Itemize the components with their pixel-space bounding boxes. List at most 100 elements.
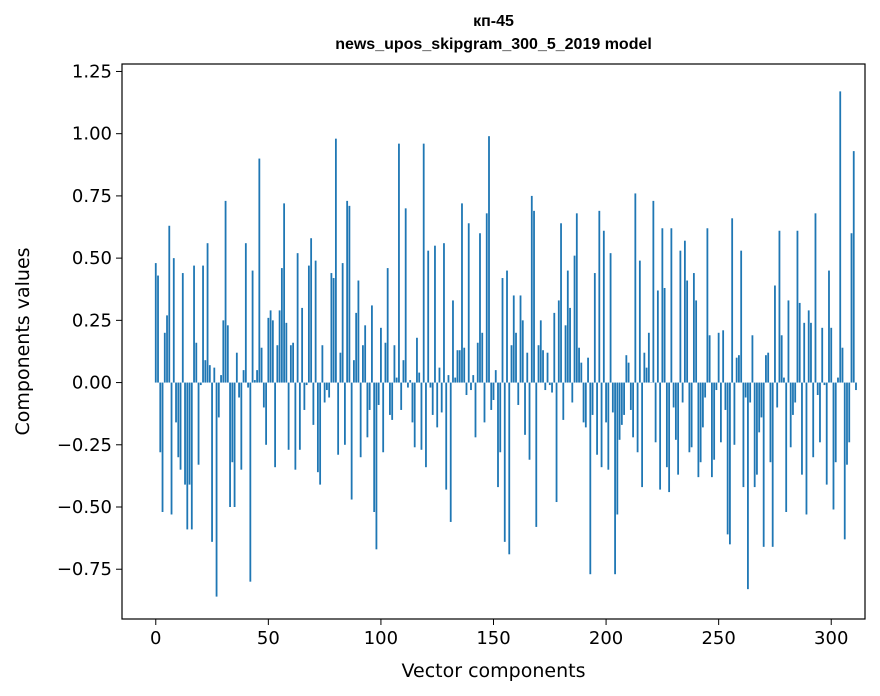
bar	[409, 380, 412, 383]
bar	[571, 382, 574, 403]
bar	[823, 382, 826, 386]
bar	[222, 320, 225, 383]
bar	[229, 382, 231, 508]
bar	[555, 382, 558, 503]
bar	[526, 352, 529, 383]
bar	[517, 382, 520, 405]
bar	[249, 382, 252, 582]
bar	[420, 382, 423, 450]
bar	[722, 330, 725, 383]
bar	[159, 382, 162, 453]
bar	[627, 362, 630, 383]
bar	[226, 325, 229, 383]
bar	[332, 278, 335, 383]
bar	[744, 382, 747, 398]
chart-title: кп-45	[473, 13, 514, 30]
bar	[244, 243, 247, 383]
bar	[551, 382, 553, 393]
bar	[341, 263, 344, 383]
bar	[717, 332, 720, 383]
bar	[605, 382, 607, 423]
bar	[364, 325, 367, 383]
bar	[656, 290, 659, 383]
bar	[544, 382, 547, 391]
bar	[521, 320, 524, 383]
bar	[425, 382, 427, 468]
y-tick-label: −0.50	[57, 497, 112, 518]
bar	[181, 273, 184, 383]
bar	[695, 300, 698, 383]
bar	[470, 382, 472, 391]
bar	[557, 300, 560, 383]
bar	[634, 193, 637, 383]
bar	[481, 332, 484, 383]
bar	[328, 382, 331, 398]
bar	[753, 382, 756, 488]
bar	[643, 352, 646, 383]
bar	[479, 233, 481, 383]
bar	[316, 382, 319, 473]
bar	[828, 270, 830, 383]
bar	[814, 213, 817, 383]
bar	[265, 382, 267, 445]
bar	[373, 382, 376, 512]
bar	[683, 240, 686, 383]
bar	[681, 382, 684, 403]
bar	[708, 335, 711, 383]
x-tick-label: 300	[814, 628, 848, 649]
bar	[472, 375, 475, 383]
bar	[184, 382, 186, 485]
bar	[321, 345, 324, 383]
bar	[436, 382, 439, 428]
bar	[305, 382, 308, 386]
bar	[280, 268, 283, 383]
bar	[438, 367, 441, 383]
bar	[807, 310, 810, 383]
bar	[186, 382, 189, 530]
bar	[506, 270, 508, 383]
bar	[407, 382, 409, 388]
bar	[616, 382, 619, 515]
bar	[289, 345, 292, 383]
bar	[312, 382, 315, 425]
bar	[749, 382, 752, 403]
bar	[427, 250, 430, 383]
bar	[461, 203, 463, 383]
bar	[404, 208, 407, 383]
bar	[238, 382, 240, 398]
bar	[235, 352, 238, 383]
bar	[377, 382, 380, 405]
bar	[837, 377, 839, 383]
bar	[839, 91, 842, 383]
bar	[652, 200, 655, 383]
bar	[560, 223, 562, 383]
bar	[580, 362, 583, 383]
bar	[789, 382, 792, 448]
bar	[641, 382, 643, 488]
bar	[199, 382, 202, 386]
bar	[344, 382, 346, 445]
y-tick-label: 0.50	[72, 248, 112, 269]
bar	[177, 382, 180, 458]
bar	[157, 275, 159, 383]
bar	[256, 370, 258, 383]
bar	[217, 382, 220, 418]
bar	[582, 382, 585, 423]
bar	[539, 320, 542, 383]
bar	[298, 382, 301, 450]
bar	[629, 382, 632, 410]
bar	[821, 327, 824, 383]
y-tick-label: 1.25	[72, 61, 112, 82]
x-tick-label: 50	[257, 628, 280, 649]
bar	[445, 382, 448, 490]
bar	[546, 352, 549, 383]
bar	[668, 382, 671, 493]
bar	[819, 382, 821, 443]
bar	[706, 228, 709, 383]
bar	[704, 382, 707, 398]
bar	[463, 347, 466, 383]
bar	[663, 287, 666, 383]
bar	[483, 382, 486, 423]
bar	[609, 253, 612, 383]
bar	[371, 305, 373, 383]
